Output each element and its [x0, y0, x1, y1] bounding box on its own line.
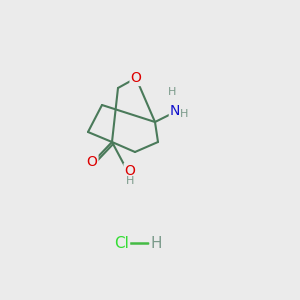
- Text: O: O: [130, 71, 141, 85]
- Text: O: O: [87, 155, 98, 169]
- Text: H: H: [126, 176, 134, 186]
- Text: H: H: [150, 236, 162, 250]
- Text: N: N: [170, 104, 180, 118]
- Text: H: H: [168, 87, 176, 97]
- Text: O: O: [124, 164, 135, 178]
- Text: H: H: [180, 109, 188, 119]
- Text: Cl: Cl: [115, 236, 129, 250]
